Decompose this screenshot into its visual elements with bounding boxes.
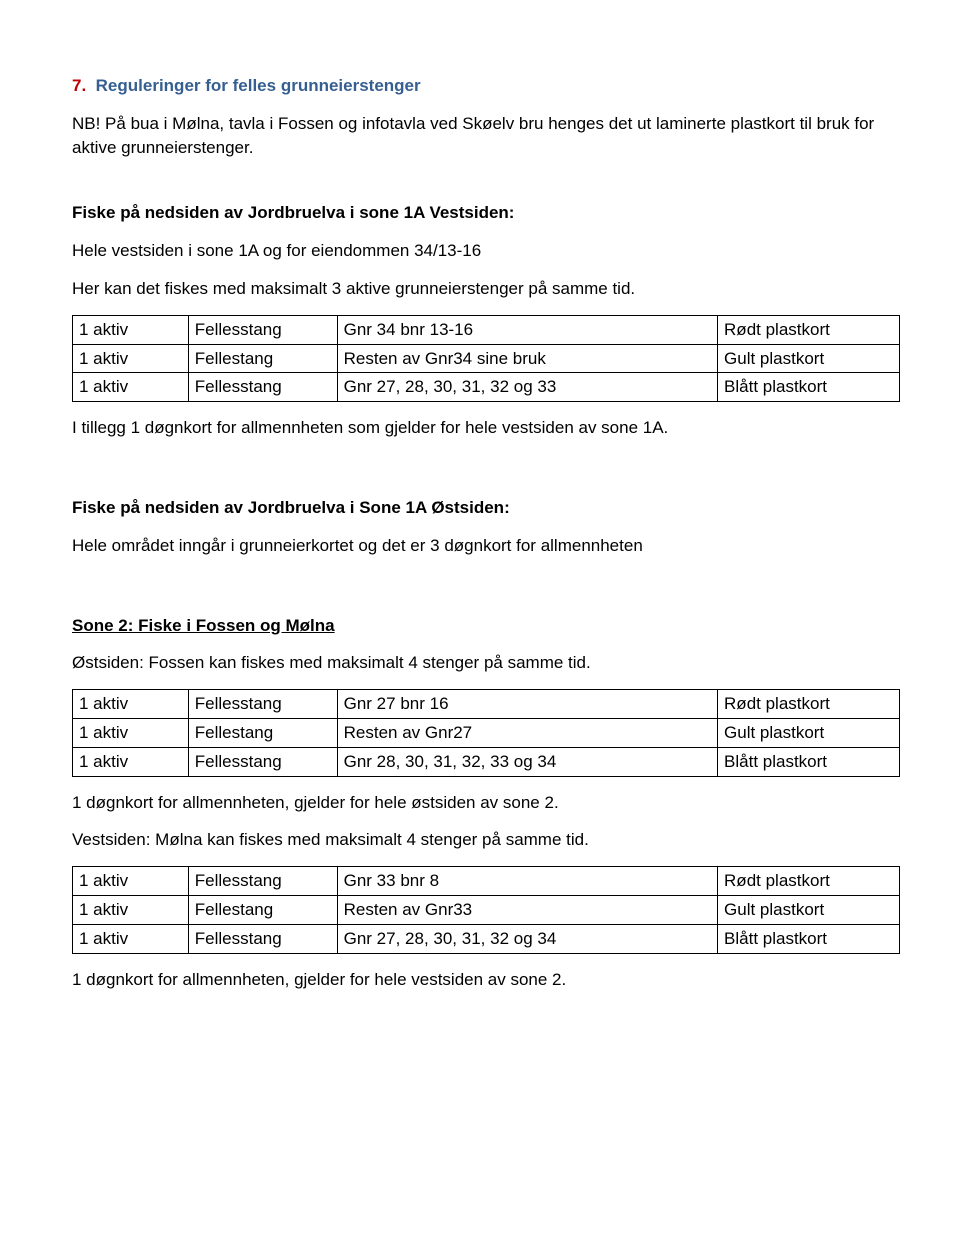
cell: Gnr 27, 28, 30, 31, 32 og 34 (337, 924, 717, 953)
section3-mid2: Vestsiden: Mølna kan fiskes med maksimal… (72, 828, 900, 852)
section1-table: 1 aktiv Fellesstang Gnr 34 bnr 13-16 Rød… (72, 315, 900, 402)
table-row: 1 aktiv Fellestang Resten av Gnr33 Gult … (73, 895, 900, 924)
cell: Fellesstang (188, 867, 337, 896)
cell: Gnr 27, 28, 30, 31, 32 og 33 (337, 373, 717, 402)
cell: Blått plastkort (718, 373, 900, 402)
cell: 1 aktiv (73, 867, 189, 896)
section-heading: 7. Reguleringer for felles grunneiersten… (72, 74, 900, 98)
cell: Fellestang (188, 344, 337, 373)
cell: Gnr 34 bnr 13-16 (337, 315, 717, 344)
cell: Rødt plastkort (718, 315, 900, 344)
cell: 1 aktiv (73, 315, 189, 344)
cell: 1 aktiv (73, 924, 189, 953)
cell: Fellesstang (188, 373, 337, 402)
cell: 1 aktiv (73, 718, 189, 747)
cell: Blått plastkort (718, 924, 900, 953)
section3-p1: Østsiden: Fossen kan fiskes med maksimal… (72, 651, 900, 675)
cell: Gnr 28, 30, 31, 32, 33 og 34 (337, 747, 717, 776)
cell: Resten av Gnr33 (337, 895, 717, 924)
intro-paragraph: NB! På bua i Mølna, tavla i Fossen og in… (72, 112, 900, 160)
section2-title: Fiske på nedsiden av Jordbruelva i Sone … (72, 496, 900, 520)
table-row: 1 aktiv Fellestang Resten av Gnr34 sine … (73, 344, 900, 373)
section3-title: Sone 2: Fiske i Fossen og Mølna (72, 614, 900, 638)
cell: Gult plastkort (718, 344, 900, 373)
cell: 1 aktiv (73, 895, 189, 924)
table-row: 1 aktiv Fellesstang Gnr 27, 28, 30, 31, … (73, 924, 900, 953)
section2-p1: Hele området inngår i grunneierkortet og… (72, 534, 900, 558)
cell: Blått plastkort (718, 747, 900, 776)
table-row: 1 aktiv Fellesstang Gnr 28, 30, 31, 32, … (73, 747, 900, 776)
section1-after: I tillegg 1 døgnkort for allmennheten so… (72, 416, 900, 440)
section3-table1: 1 aktiv Fellesstang Gnr 27 bnr 16 Rødt p… (72, 689, 900, 776)
cell: Rødt plastkort (718, 867, 900, 896)
section1-title: Fiske på nedsiden av Jordbruelva i sone … (72, 201, 900, 225)
table-row: 1 aktiv Fellesstang Gnr 34 bnr 13-16 Rød… (73, 315, 900, 344)
cell: Fellestang (188, 895, 337, 924)
heading-title: Reguleringer for felles grunneierstenger (91, 76, 421, 95)
cell: Fellesstang (188, 315, 337, 344)
cell: Gnr 33 bnr 8 (337, 867, 717, 896)
table-row: 1 aktiv Fellesstang Gnr 27 bnr 16 Rødt p… (73, 690, 900, 719)
section3-mid1: 1 døgnkort for allmennheten, gjelder for… (72, 791, 900, 815)
cell: Fellesstang (188, 924, 337, 953)
table-row: 1 aktiv Fellestang Resten av Gnr27 Gult … (73, 718, 900, 747)
cell: Fellestang (188, 718, 337, 747)
section1-p2: Her kan det fiskes med maksimalt 3 aktiv… (72, 277, 900, 301)
cell: Resten av Gnr27 (337, 718, 717, 747)
cell: Rødt plastkort (718, 690, 900, 719)
cell: 1 aktiv (73, 747, 189, 776)
section3-table2: 1 aktiv Fellesstang Gnr 33 bnr 8 Rødt pl… (72, 866, 900, 953)
heading-number: 7. (72, 76, 86, 95)
cell: Gult plastkort (718, 895, 900, 924)
cell: Fellesstang (188, 690, 337, 719)
cell: 1 aktiv (73, 373, 189, 402)
cell: Resten av Gnr34 sine bruk (337, 344, 717, 373)
cell: Gnr 27 bnr 16 (337, 690, 717, 719)
cell: 1 aktiv (73, 690, 189, 719)
table-row: 1 aktiv Fellesstang Gnr 33 bnr 8 Rødt pl… (73, 867, 900, 896)
section3-after: 1 døgnkort for allmennheten, gjelder for… (72, 968, 900, 992)
cell: 1 aktiv (73, 344, 189, 373)
cell: Fellesstang (188, 747, 337, 776)
section1-p1: Hele vestsiden i sone 1A og for eiendomm… (72, 239, 900, 263)
cell: Gult plastkort (718, 718, 900, 747)
table-row: 1 aktiv Fellesstang Gnr 27, 28, 30, 31, … (73, 373, 900, 402)
